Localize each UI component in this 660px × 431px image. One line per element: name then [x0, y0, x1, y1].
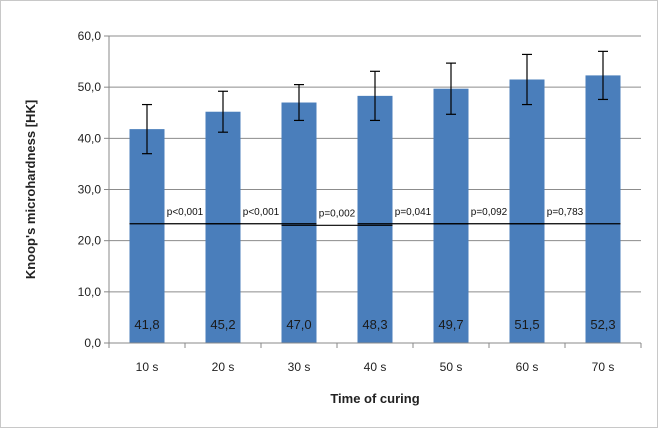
- x-tick-label: 50 s: [440, 360, 463, 374]
- comparison-annotations: p<0,001 p<0,001 p=0,002 p=0,041 p=0,092 p=0,7…: [129, 207, 621, 226]
- bar: [357, 95, 393, 344]
- x-axis-title: Time of curing: [330, 391, 419, 406]
- data-label: 45,2: [210, 317, 235, 332]
- y-tick-label: 30,0: [78, 183, 102, 197]
- bar: [281, 102, 317, 344]
- p-value-label: p<0,001: [167, 207, 204, 218]
- y-tick-label: 60,0: [78, 29, 102, 43]
- bar: [205, 111, 241, 343]
- p-value-label: p=0,002: [319, 208, 356, 219]
- bar: [433, 88, 469, 344]
- bar: [585, 75, 621, 344]
- data-label: 51,5: [514, 317, 539, 332]
- x-tick-label: 70 s: [592, 360, 615, 374]
- bar: [129, 129, 165, 343]
- value-labels: 41,8 45,2 47,0 48,3 49,7 51,5 52,3: [134, 317, 615, 332]
- error-bars: [142, 50, 608, 155]
- y-tick-label: 20,0: [78, 234, 102, 248]
- y-tick-label: 10,0: [78, 285, 102, 299]
- x-tick-label: 30 s: [288, 360, 311, 374]
- x-tick-label: 40 s: [364, 360, 387, 374]
- data-label: 52,3: [590, 317, 615, 332]
- y-tick-label: 0,0: [84, 336, 101, 350]
- bars: [129, 75, 621, 344]
- y-axis-ticks: 0,0 10,0 20,0 30,0 40,0 50,0 60,0: [78, 29, 109, 350]
- x-tick-label: 60 s: [516, 360, 539, 374]
- data-label: 48,3: [362, 317, 387, 332]
- p-value-label: p=0,092: [471, 207, 508, 218]
- p-value-label: p<0,001: [243, 207, 280, 218]
- p-value-label: p=0,041: [395, 207, 432, 218]
- x-tick-label: 20 s: [212, 360, 235, 374]
- data-label: 47,0: [286, 317, 311, 332]
- data-label: 49,7: [438, 317, 463, 332]
- x-axis-ticks: 10 s 20 s 30 s 40 s 50 s 60 s 70 s: [108, 343, 642, 374]
- bar: [509, 79, 545, 343]
- x-tick-label: 10 s: [136, 360, 159, 374]
- p-value-label: p=0,783: [547, 207, 584, 218]
- data-label: 41,8: [134, 317, 159, 332]
- y-tick-label: 40,0: [78, 131, 102, 145]
- y-axis-title: Knoop's microhardness [HK]: [23, 100, 38, 279]
- y-tick-label: 50,0: [78, 80, 102, 94]
